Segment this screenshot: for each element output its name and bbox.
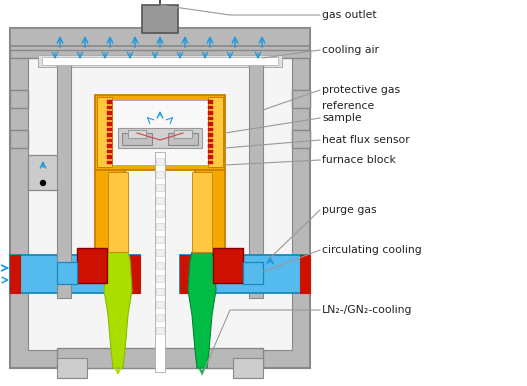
Text: heat flux sensor: heat flux sensor — [322, 135, 410, 145]
Text: furnace block: furnace block — [322, 155, 396, 165]
Bar — [208, 144, 213, 147]
Bar — [122, 133, 152, 145]
Bar — [249, 58, 263, 298]
Bar — [107, 155, 112, 159]
Bar — [156, 184, 164, 191]
Bar — [233, 358, 263, 378]
Bar — [10, 130, 28, 148]
Bar — [107, 149, 112, 153]
Circle shape — [41, 181, 45, 186]
Bar — [10, 255, 140, 293]
Text: LN₂-/GN₂-cooling: LN₂-/GN₂-cooling — [322, 305, 413, 315]
Bar — [156, 301, 164, 308]
Bar — [28, 55, 292, 350]
Bar — [77, 248, 107, 283]
Bar — [130, 255, 140, 293]
Bar — [156, 197, 164, 204]
Bar — [243, 262, 263, 284]
Bar — [174, 130, 192, 138]
Text: purge gas: purge gas — [322, 205, 377, 215]
Bar — [156, 210, 164, 217]
Text: reference
sample: reference sample — [322, 101, 374, 123]
Text: protective gas: protective gas — [322, 85, 400, 95]
Bar — [213, 248, 243, 283]
Bar — [142, 5, 178, 33]
Bar — [10, 90, 28, 108]
Bar — [208, 133, 213, 137]
Bar — [57, 348, 263, 368]
Bar — [107, 105, 112, 109]
Bar — [180, 255, 190, 293]
Bar — [107, 117, 112, 120]
Bar — [156, 158, 164, 165]
Bar — [208, 100, 213, 103]
Bar — [10, 255, 20, 293]
Bar — [156, 171, 164, 178]
Bar — [195, 170, 225, 255]
Bar — [38, 55, 282, 67]
Bar — [107, 100, 112, 103]
Bar — [156, 262, 164, 269]
Bar — [300, 255, 310, 293]
Bar — [28, 155, 58, 190]
Bar — [156, 314, 164, 321]
Bar — [95, 170, 125, 255]
Bar — [155, 152, 165, 372]
Bar — [10, 28, 310, 46]
Bar — [108, 100, 212, 165]
Bar — [10, 50, 310, 58]
Bar — [156, 249, 164, 256]
Bar — [156, 223, 164, 230]
Bar — [107, 133, 112, 137]
Bar — [107, 139, 112, 142]
Bar — [208, 155, 213, 159]
Bar — [107, 161, 112, 164]
Bar — [156, 327, 164, 334]
Bar — [57, 358, 87, 378]
Bar — [95, 95, 225, 170]
Polygon shape — [188, 252, 216, 368]
Bar — [156, 275, 164, 282]
Bar — [292, 90, 310, 108]
Bar — [180, 255, 310, 293]
Bar — [107, 111, 112, 115]
Bar — [156, 236, 164, 243]
Bar — [118, 128, 202, 148]
Bar — [208, 111, 213, 115]
Bar — [208, 127, 213, 131]
Text: circulating cooling: circulating cooling — [322, 245, 422, 255]
Bar — [107, 127, 112, 131]
Text: cooling air: cooling air — [322, 45, 379, 55]
Bar — [108, 172, 128, 252]
Bar — [208, 139, 213, 142]
Text: gas outlet: gas outlet — [322, 10, 377, 20]
Bar — [97, 97, 112, 167]
Bar — [208, 161, 213, 164]
Bar — [168, 133, 198, 145]
Bar — [192, 172, 212, 252]
Bar — [57, 58, 71, 298]
Bar — [208, 117, 213, 120]
Bar — [42, 57, 278, 65]
Bar — [208, 149, 213, 153]
Bar — [107, 144, 112, 147]
Bar — [208, 105, 213, 109]
Bar — [128, 130, 146, 138]
Bar — [107, 122, 112, 125]
Bar — [292, 130, 310, 148]
Bar — [208, 122, 213, 125]
Bar — [208, 97, 223, 167]
Polygon shape — [104, 252, 132, 368]
Bar — [156, 288, 164, 295]
Bar — [10, 28, 310, 368]
Bar — [57, 262, 77, 284]
